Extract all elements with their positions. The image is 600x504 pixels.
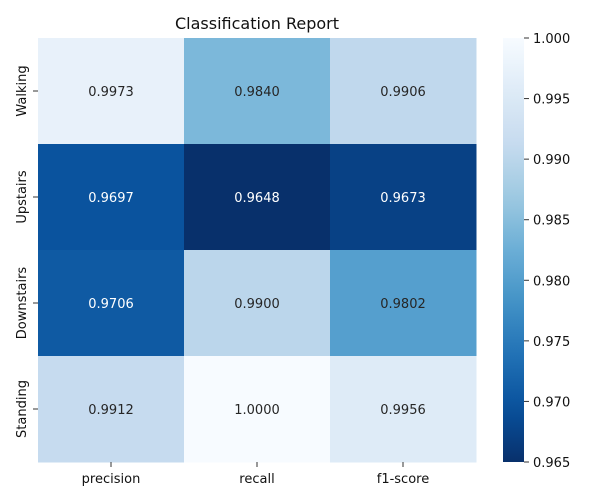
heatmap-cell-walking-recall	[184, 38, 331, 145]
colorbar-tick-label: 0.990	[533, 153, 570, 168]
colorbar: 0.965 0.970 0.975 0.980 0.985 0.990 0.995 1.000	[503, 32, 570, 471]
heatmap-cell-standing-f1-score	[330, 356, 477, 463]
colorbar-gradient	[503, 38, 524, 462]
cell-value-label: 0.9706	[88, 297, 134, 312]
cell-value-label: 0.9648	[234, 191, 280, 206]
y-tick-label: Upstairs	[15, 170, 30, 224]
heatmap-cell-standing-precision	[38, 356, 185, 463]
cell-value-label: 0.9912	[88, 403, 134, 418]
y-tick-label: Walking	[15, 65, 30, 116]
x-tick-label: f1-score	[377, 472, 429, 487]
heatmap-cell-downstairs-recall	[184, 250, 331, 357]
colorbar-tick-label: 0.985	[533, 214, 570, 229]
cell-value-label: 0.9906	[380, 85, 426, 100]
cell-value-label: 0.9697	[88, 191, 134, 206]
cell-value-label: 0.9900	[234, 297, 280, 312]
cell-value-label: 0.9956	[380, 403, 426, 418]
colorbar-tick-label: 1.000	[533, 32, 570, 47]
x-tick-label: precision	[82, 472, 141, 487]
heatmap-cell-upstairs-recall	[184, 144, 331, 251]
heatmap-cell-upstairs-f1-score	[330, 144, 477, 251]
heatmap-cell-downstairs-f1-score	[330, 250, 477, 357]
colorbar-tick-label: 0.975	[533, 335, 570, 350]
heatmap-cell-walking-f1-score	[330, 38, 477, 145]
cell-value-label: 1.0000	[234, 403, 280, 418]
x-axis: precision recall f1-score	[82, 462, 429, 487]
cell-value-label: 0.9673	[380, 191, 426, 206]
colorbar-tick-label: 0.965	[533, 456, 570, 471]
chart-title: Classification Report	[175, 14, 339, 33]
heatmap-cells	[38, 38, 477, 463]
x-tick-label: recall	[239, 472, 274, 487]
cell-labels: 0.9973 0.9840 0.9906 0.9697 0.9648 0.9673 0.97…	[88, 85, 426, 418]
colorbar-tick-label: 0.970	[533, 395, 570, 410]
y-tick-label: Standing	[15, 380, 30, 438]
heatmap-cell-walking-precision	[38, 38, 185, 145]
cell-value-label: 0.9802	[380, 297, 426, 312]
heatmap-cell-downstairs-precision	[38, 250, 185, 357]
colorbar-tick-label: 0.980	[533, 274, 570, 289]
cell-value-label: 0.9840	[234, 85, 280, 100]
y-axis: Walking Upstairs Downstairs Standing	[15, 65, 38, 438]
heatmap-cell-standing-recall	[184, 356, 331, 463]
heatmap-cell-upstairs-precision	[38, 144, 185, 251]
cell-value-label: 0.9973	[88, 85, 134, 100]
colorbar-tick-label: 0.995	[533, 93, 570, 108]
y-tick-label: Downstairs	[15, 267, 30, 340]
